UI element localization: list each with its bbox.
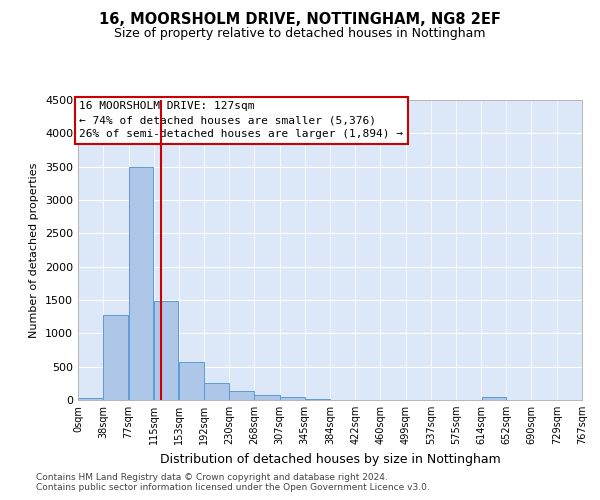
Bar xyxy=(482,396,506,400)
Bar xyxy=(129,166,154,400)
X-axis label: Distribution of detached houses by size in Nottingham: Distribution of detached houses by size … xyxy=(160,452,500,466)
Bar xyxy=(229,392,254,400)
Bar xyxy=(154,302,178,400)
Text: 16, MOORSHOLM DRIVE, NOTTINGHAM, NG8 2EF: 16, MOORSHOLM DRIVE, NOTTINGHAM, NG8 2EF xyxy=(99,12,501,28)
Bar xyxy=(254,395,280,400)
Text: 16 MOORSHOLM DRIVE: 127sqm
← 74% of detached houses are smaller (5,376)
26% of s: 16 MOORSHOLM DRIVE: 127sqm ← 74% of deta… xyxy=(79,102,403,140)
Bar xyxy=(305,398,330,400)
Y-axis label: Number of detached properties: Number of detached properties xyxy=(29,162,40,338)
Bar xyxy=(204,382,229,400)
Text: Contains HM Land Registry data © Crown copyright and database right 2024.: Contains HM Land Registry data © Crown c… xyxy=(36,474,388,482)
Bar xyxy=(280,398,305,400)
Text: Size of property relative to detached houses in Nottingham: Size of property relative to detached ho… xyxy=(114,28,486,40)
Bar xyxy=(179,362,204,400)
Bar xyxy=(103,314,128,400)
Bar xyxy=(78,398,103,400)
Text: Contains public sector information licensed under the Open Government Licence v3: Contains public sector information licen… xyxy=(36,484,430,492)
